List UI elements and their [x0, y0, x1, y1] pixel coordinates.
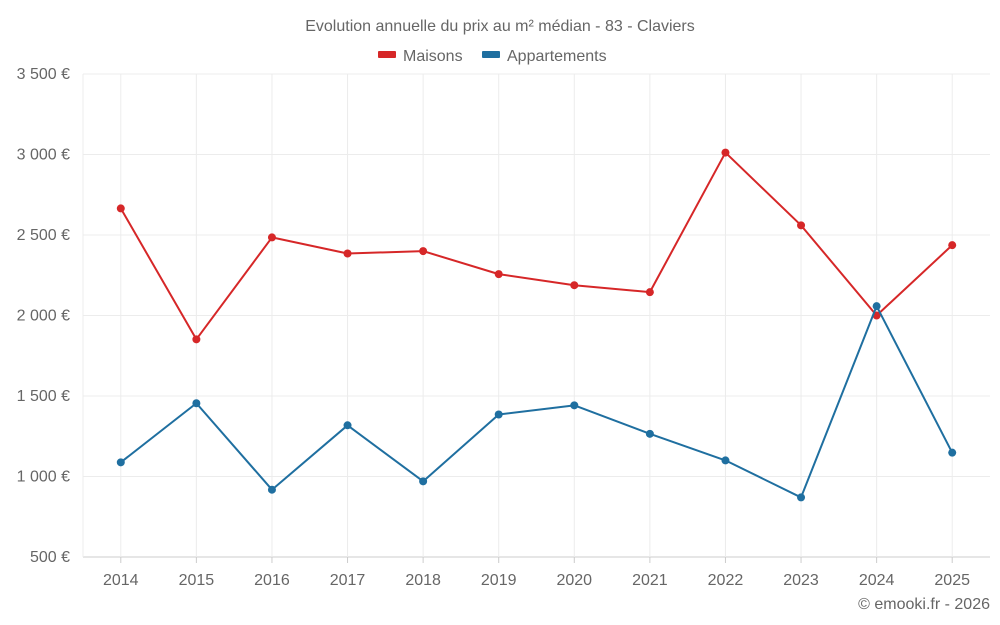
- legend-swatch-appartements: [482, 51, 500, 58]
- data-point-maisons-2020[interactable]: [570, 281, 579, 290]
- data-point-appartements-2021[interactable]: [645, 429, 654, 438]
- x-tick-label: 2021: [632, 572, 668, 589]
- x-tick-label: 2024: [859, 572, 895, 589]
- data-point-appartements-2023[interactable]: [797, 493, 806, 502]
- series-line-appartements: [120, 305, 954, 499]
- data-point-maisons-2023[interactable]: [797, 221, 806, 230]
- data-point-maisons-2025[interactable]: [948, 241, 957, 250]
- legend-swatch-maisons: [378, 51, 396, 58]
- data-point-maisons-2016[interactable]: [267, 233, 276, 242]
- chart-credit: © emooki.fr - 2026: [858, 596, 990, 613]
- data-point-appartements-2025[interactable]: [948, 448, 957, 457]
- x-tick-label: 2023: [783, 572, 819, 589]
- x-tick-label: 2016: [254, 572, 290, 589]
- y-tick-label: 500 €: [30, 549, 70, 566]
- y-axis: 500 € 1 000 € 1 500 € 2 000 € 2 500 € 3 000 €…: [17, 66, 70, 566]
- data-point-appartements-2014[interactable]: [116, 458, 125, 467]
- y-tick-label: 2 000 €: [17, 308, 70, 325]
- data-point-maisons-2019[interactable]: [494, 270, 503, 279]
- data-point-maisons-2018[interactable]: [419, 247, 428, 256]
- x-tick-label: 2015: [179, 572, 215, 589]
- x-tick-label: 2020: [556, 572, 592, 589]
- data-point-appartements-2017[interactable]: [343, 421, 352, 430]
- legend-label-maisons: Maisons: [403, 48, 463, 65]
- x-tick-label: 2018: [405, 572, 441, 589]
- y-tick-label: 3 500 €: [17, 66, 70, 83]
- data-point-appartements-2019[interactable]: [494, 410, 503, 419]
- series-group: [116, 148, 957, 502]
- y-tick-label: 1 000 €: [17, 469, 70, 486]
- x-tick-label: 2017: [330, 572, 366, 589]
- chart-title: Evolution annuelle du prix au m² médian …: [305, 18, 695, 35]
- legend-item-maisons[interactable]: Maisons: [378, 48, 463, 65]
- data-point-appartements-2018[interactable]: [419, 477, 428, 486]
- data-point-appartements-2016[interactable]: [267, 485, 276, 494]
- data-point-maisons-2017[interactable]: [343, 249, 352, 258]
- x-axis: 2014 2015 2016 2017 2018 2019 2020 2021 2022 2023…: [103, 557, 970, 589]
- data-point-appartements-2022[interactable]: [721, 456, 730, 465]
- legend-item-appartements[interactable]: Appartements: [482, 48, 607, 65]
- legend: Maisons Appartements: [378, 48, 607, 65]
- data-point-maisons-2014[interactable]: [116, 204, 125, 213]
- data-point-appartements-2020[interactable]: [570, 401, 579, 410]
- x-tick-label: 2019: [481, 572, 517, 589]
- y-tick-label: 2 500 €: [17, 227, 70, 244]
- data-point-appartements-2015[interactable]: [192, 399, 201, 408]
- gridlines: [82, 73, 990, 558]
- data-point-maisons-2021[interactable]: [645, 288, 654, 297]
- x-tick-label: 2025: [934, 572, 970, 589]
- data-point-appartements-2024[interactable]: [872, 302, 881, 311]
- data-point-maisons-2022[interactable]: [721, 148, 730, 157]
- y-tick-label: 3 000 €: [17, 147, 70, 164]
- x-tick-label: 2022: [708, 572, 744, 589]
- data-point-maisons-2015[interactable]: [192, 335, 201, 344]
- series-line-maisons: [119, 151, 953, 341]
- legend-label-appartements: Appartements: [507, 48, 607, 65]
- x-tick-label: 2014: [103, 572, 139, 589]
- y-tick-label: 1 500 €: [17, 388, 70, 405]
